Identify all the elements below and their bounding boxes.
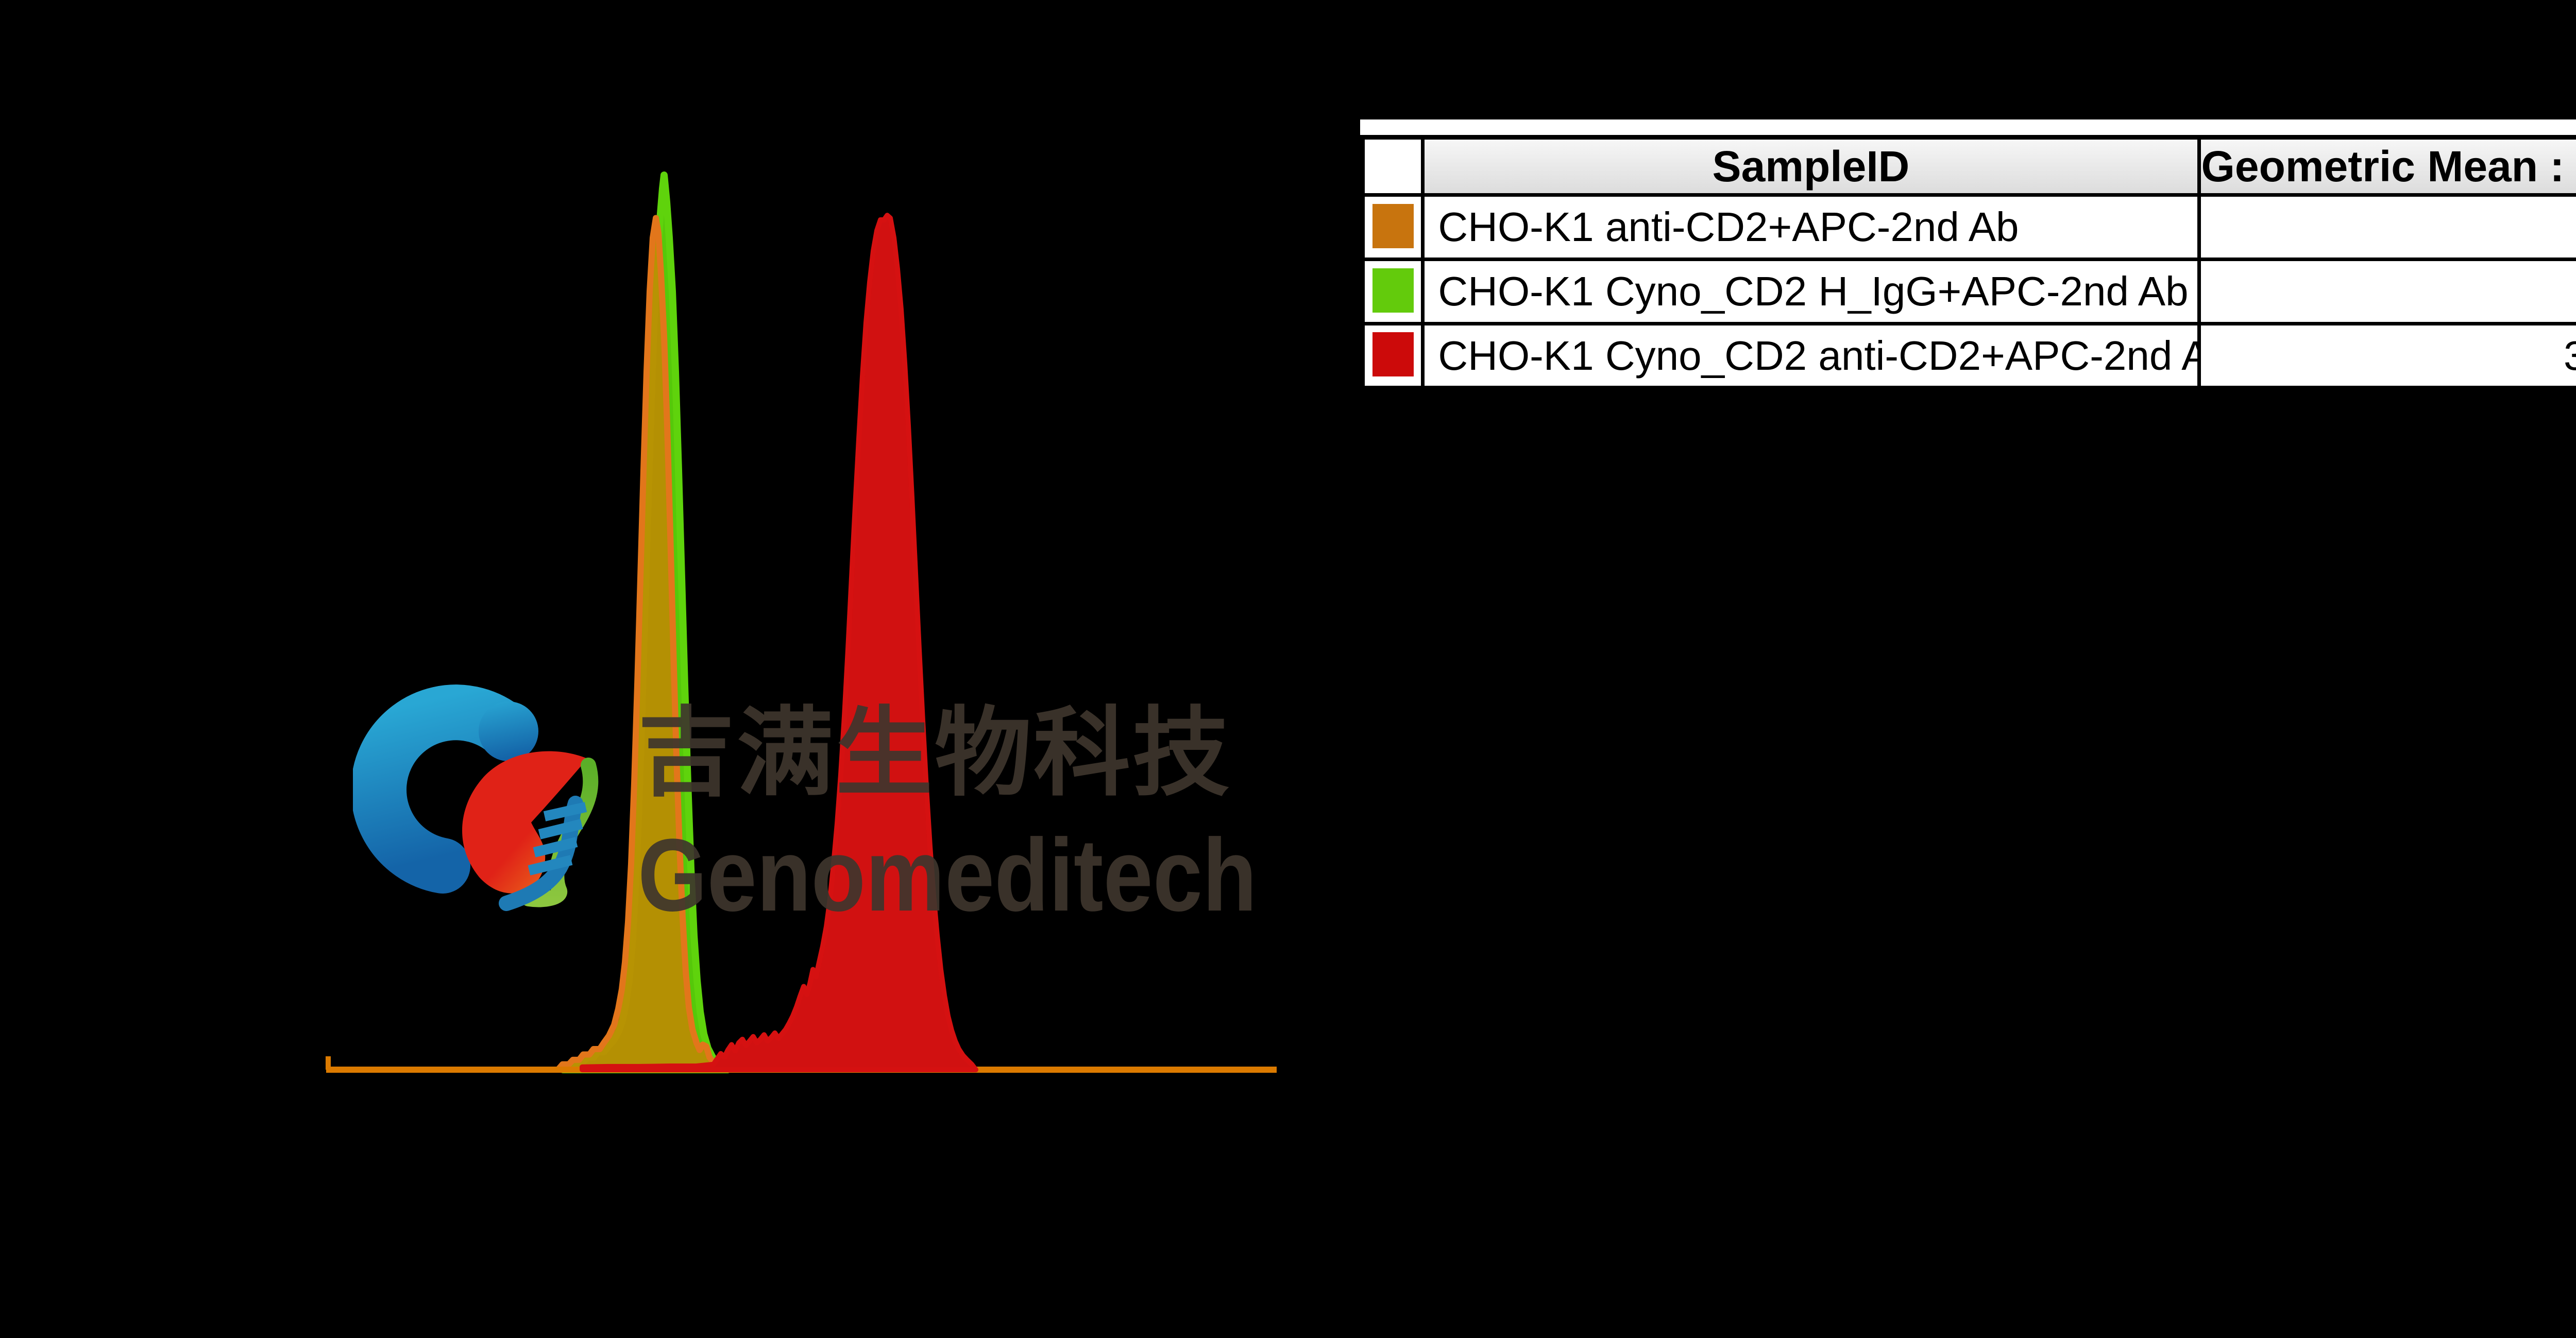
logo-flame bbox=[462, 751, 587, 894]
swatch-cell bbox=[1360, 193, 1425, 261]
red-series-swatch bbox=[1372, 332, 1414, 376]
header-corner-cell bbox=[1360, 135, 1425, 197]
logo-blue-swirl bbox=[353, 684, 533, 894]
geomean-value: 339566 bbox=[2197, 322, 2576, 390]
header-geomean: Geometric Mean : FL11-H bbox=[2197, 135, 2576, 197]
swatch-cell bbox=[1360, 258, 1425, 325]
table-row: CHO-K1 Cyno_CD2 anti-CD2+APC-2nd Ab 3395… bbox=[1360, 322, 2576, 390]
genomeditech-logo bbox=[353, 684, 599, 911]
sample-name: CHO-K1 Cyno_CD2 anti-CD2+APC-2nd Ab bbox=[1421, 322, 2201, 390]
logo-dna-rungs bbox=[528, 802, 587, 876]
table-row: CHO-K1 anti-CD2+APC-2nd Ab 2103 bbox=[1360, 193, 2576, 261]
sample-name: CHO-K1 anti-CD2+APC-2nd Ab bbox=[1421, 193, 2201, 261]
swatch-cell bbox=[1360, 322, 1425, 390]
logo-blue-head bbox=[479, 701, 538, 761]
geomean-value: 2470 bbox=[2197, 258, 2576, 325]
geomean-value: 2103 bbox=[2197, 193, 2576, 261]
watermark-latin-text: Genomeditech bbox=[638, 818, 1257, 933]
stats-table-container: SampleID Geometric Mean : FL11-H CHO-K1 … bbox=[1360, 119, 2576, 390]
orange-series-swatch bbox=[1372, 203, 1414, 248]
stats-table: SampleID Geometric Mean : FL11-H CHO-K1 … bbox=[1360, 135, 2576, 390]
table-top-strip bbox=[1360, 119, 2576, 135]
sample-name: CHO-K1 Cyno_CD2 H_IgG+APC-2nd Ab bbox=[1421, 258, 2201, 325]
table-row: CHO-K1 Cyno_CD2 H_IgG+APC-2nd Ab 2470 bbox=[1360, 258, 2576, 325]
watermark-cjk-text: 吉满生物科技 bbox=[638, 699, 1231, 807]
green-series-swatch bbox=[1372, 268, 1414, 313]
table-header-row: SampleID Geometric Mean : FL11-H bbox=[1360, 135, 2576, 197]
header-sampleid: SampleID bbox=[1421, 135, 2201, 197]
